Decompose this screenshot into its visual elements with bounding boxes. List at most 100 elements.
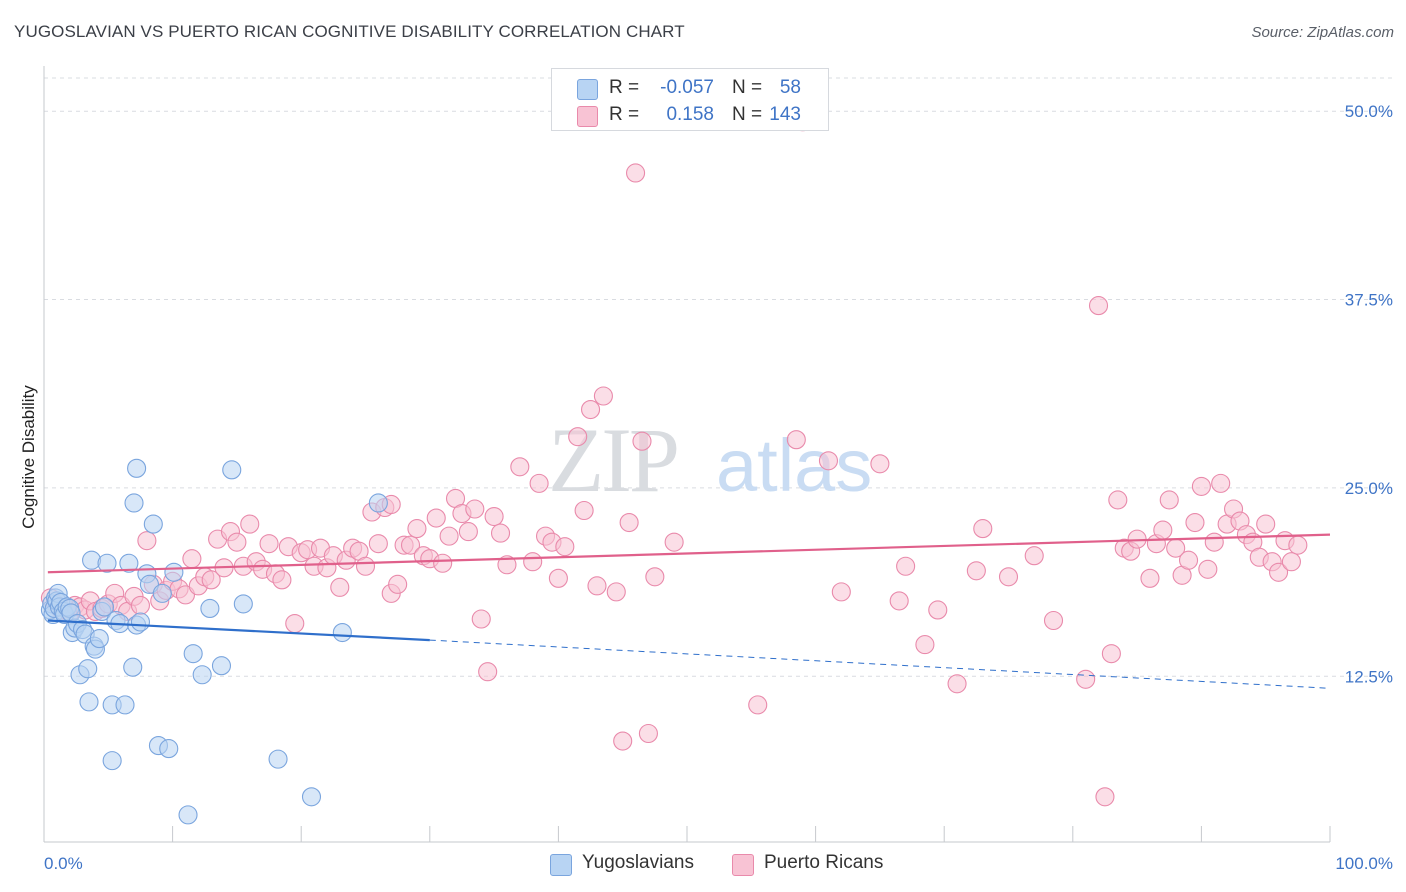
point-puerto-rican [947, 674, 967, 694]
legend-label-puerto-ricans: Puerto Ricans [764, 852, 884, 873]
point-puerto-rican [1140, 568, 1160, 588]
point-puerto-rican [240, 514, 260, 534]
point-yugoslavian [164, 562, 184, 582]
point-puerto-rican [484, 506, 504, 527]
point-puerto-rican [458, 522, 478, 542]
point-puerto-rican [1288, 535, 1308, 555]
x-tick-label: 0.0% [44, 854, 83, 873]
point-yugoslavian [222, 460, 242, 480]
point-yugoslavian [211, 656, 232, 676]
point-puerto-rican [1185, 513, 1205, 533]
series-yugoslavians [40, 458, 388, 825]
point-puerto-rican [870, 454, 890, 474]
point-yugoslavian [183, 644, 203, 664]
point-yugoslavian [368, 493, 388, 513]
point-puerto-rican [786, 430, 806, 450]
legend-n-value: 143 [769, 104, 801, 125]
point-puerto-rican [587, 576, 607, 596]
point-puerto-rican [928, 600, 948, 620]
point-puerto-rican [831, 582, 851, 602]
point-yugoslavian [82, 550, 102, 570]
point-puerto-rican [1076, 669, 1096, 689]
point-puerto-rican [182, 549, 202, 569]
point-puerto-rican [259, 534, 279, 554]
point-puerto-rican [574, 500, 594, 521]
point-puerto-rican [1153, 520, 1173, 540]
point-puerto-rican [1024, 546, 1044, 566]
point-puerto-rican [606, 582, 626, 602]
point-puerto-rican [478, 662, 498, 682]
point-puerto-rican [638, 723, 658, 744]
watermark-zip: ZIP [548, 409, 677, 511]
point-puerto-rican [368, 534, 388, 554]
point-yugoslavian [200, 598, 220, 618]
point-puerto-rican [137, 531, 157, 551]
point-puerto-rican [1198, 559, 1218, 579]
legend-r-label: R = [609, 77, 640, 98]
point-yugoslavian [130, 612, 150, 632]
point-yugoslavian [268, 749, 288, 769]
legend-r-value: 0.158 [666, 104, 714, 125]
point-yugoslavian [123, 657, 143, 677]
point-puerto-rican [1211, 473, 1231, 493]
point-puerto-rican [915, 635, 935, 655]
point-puerto-rican [593, 386, 613, 406]
point-yugoslavian [332, 623, 352, 643]
point-yugoslavian [301, 787, 322, 807]
point-puerto-rican [1095, 787, 1115, 807]
point-puerto-rican [510, 457, 530, 477]
y-tick-label: 12.5% [1345, 667, 1393, 686]
source-note: Source: ZipAtlas.com [1251, 24, 1394, 41]
point-puerto-rican [407, 519, 427, 539]
point-puerto-rican [426, 508, 446, 528]
point-puerto-rican [1269, 562, 1289, 582]
trend-lines [47, 533, 1331, 689]
point-puerto-rican [1088, 296, 1109, 316]
point-puerto-rican [490, 523, 511, 543]
point-puerto-rican [355, 556, 376, 576]
point-puerto-rican [555, 537, 575, 557]
axes [43, 66, 1331, 843]
point-puerto-rican [523, 552, 543, 572]
point-puerto-rican [1256, 514, 1276, 534]
point-puerto-rican [465, 499, 485, 519]
point-yugoslavian [119, 553, 139, 573]
point-puerto-rican [1108, 490, 1128, 510]
point-yugoslavian [79, 692, 99, 712]
point-yugoslavian [159, 739, 179, 759]
point-yugoslavian [143, 514, 163, 534]
point-puerto-rican [400, 535, 421, 555]
point-puerto-rican [645, 567, 665, 587]
point-yugoslavian [192, 665, 212, 685]
point-puerto-rican [1159, 490, 1179, 510]
point-puerto-rican [548, 568, 568, 588]
gridlines [44, 77, 1393, 677]
legend-row-yugoslavians: R = -0.057 N = 58 [552, 75, 828, 101]
point-puerto-rican [433, 553, 453, 573]
legend-swatch-yugoslavians [577, 79, 598, 100]
x-tick-label: 100.0% [1335, 854, 1393, 873]
point-yugoslavian [115, 695, 135, 715]
point-yugoslavian [94, 597, 114, 617]
point-puerto-rican [1281, 552, 1301, 572]
point-puerto-rican [632, 431, 652, 451]
point-puerto-rican [748, 695, 768, 715]
y-tick-label: 50.0% [1345, 102, 1393, 121]
point-puerto-rican [1043, 610, 1064, 631]
point-puerto-rican [330, 577, 350, 597]
point-yugoslavian [233, 594, 253, 614]
tick-labels: 12.5% 25.0% 37.5% 50.0% 0.0% 100.0% [44, 102, 1393, 873]
point-puerto-rican [272, 570, 292, 590]
point-puerto-rican [896, 556, 916, 576]
legend-swatch-puerto-ricans [577, 106, 598, 127]
legend-n-label: N = [732, 104, 763, 125]
point-puerto-rican [568, 427, 588, 447]
point-puerto-rican [580, 399, 601, 420]
point-puerto-rican [497, 555, 517, 575]
trend-line-yugoslavians-extrapolated [429, 639, 1331, 689]
point-puerto-rican [1178, 550, 1199, 570]
point-puerto-rican [130, 595, 150, 615]
legend-label-yugoslavians: Yugoslavians [582, 852, 694, 873]
point-puerto-rican [998, 567, 1019, 587]
